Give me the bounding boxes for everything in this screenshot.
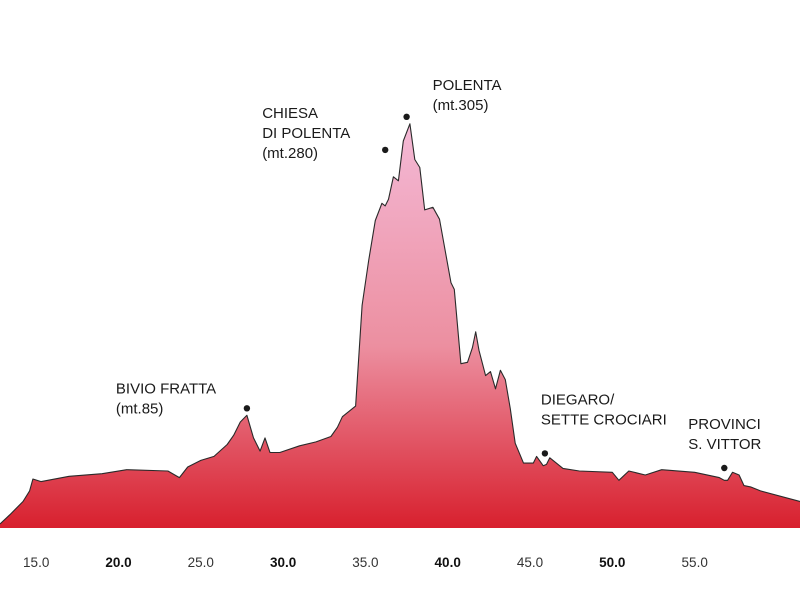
annotation-label: (mt.305): [433, 97, 489, 114]
annotations: BIVIO FRATTA (mt.85) CHIESA DI POLENTA (mt.2…: [116, 77, 762, 472]
annotation-label: S. VITTOR: [688, 436, 761, 453]
annotation-label: DIEGARO/: [541, 391, 615, 408]
x-tick-label: 15.0: [23, 555, 49, 570]
x-tick-label: 40.0: [435, 555, 461, 570]
elevation-area-fill: [0, 123, 800, 529]
annotation: DIEGARO/SETTE CROCIARI: [541, 391, 667, 457]
annotation: CHIESA DI POLENTA (mt.280): [262, 105, 389, 162]
x-axis-ticks: 15.0 20.0 25.0 30.0 35.0 40.0 45.0 50.0 55.0: [23, 555, 708, 570]
x-tick-label: 35.0: [352, 555, 378, 570]
annotation: PROVINCI S. VITTOR: [688, 416, 762, 472]
x-tick-label: 45.0: [517, 555, 543, 570]
annotation-label: DI POLENTA: [262, 125, 350, 142]
annotation: POLENTA (mt.305): [403, 77, 502, 121]
annotation-label: SETTE CROCIARI: [541, 411, 667, 428]
annotation-label: (mt.85): [116, 400, 164, 417]
annotation-marker: [243, 405, 251, 412]
annotation-label: (mt.280): [262, 145, 318, 162]
x-tick-label: 55.0: [682, 555, 708, 570]
annotation-marker: [382, 146, 389, 154]
elevation-line: [0, 123, 800, 525]
x-tick-label: 25.0: [188, 555, 214, 570]
x-tick-label: 50.0: [599, 555, 625, 570]
annotation-label: BIVIO FRATTA: [116, 380, 216, 397]
annotation-label: PROVINCI: [688, 416, 761, 433]
annotation: BIVIO FRATTA (mt.85): [116, 380, 251, 417]
annotation-label: CHIESA: [262, 105, 318, 122]
annotation-label: POLENTA: [433, 77, 502, 94]
annotation-marker: [721, 464, 728, 472]
plot-area: [0, 123, 800, 529]
x-tick-label: 30.0: [270, 555, 296, 570]
x-tick-label: 20.0: [105, 555, 131, 570]
annotation-marker: [541, 450, 549, 457]
annotation-marker: [403, 113, 410, 121]
